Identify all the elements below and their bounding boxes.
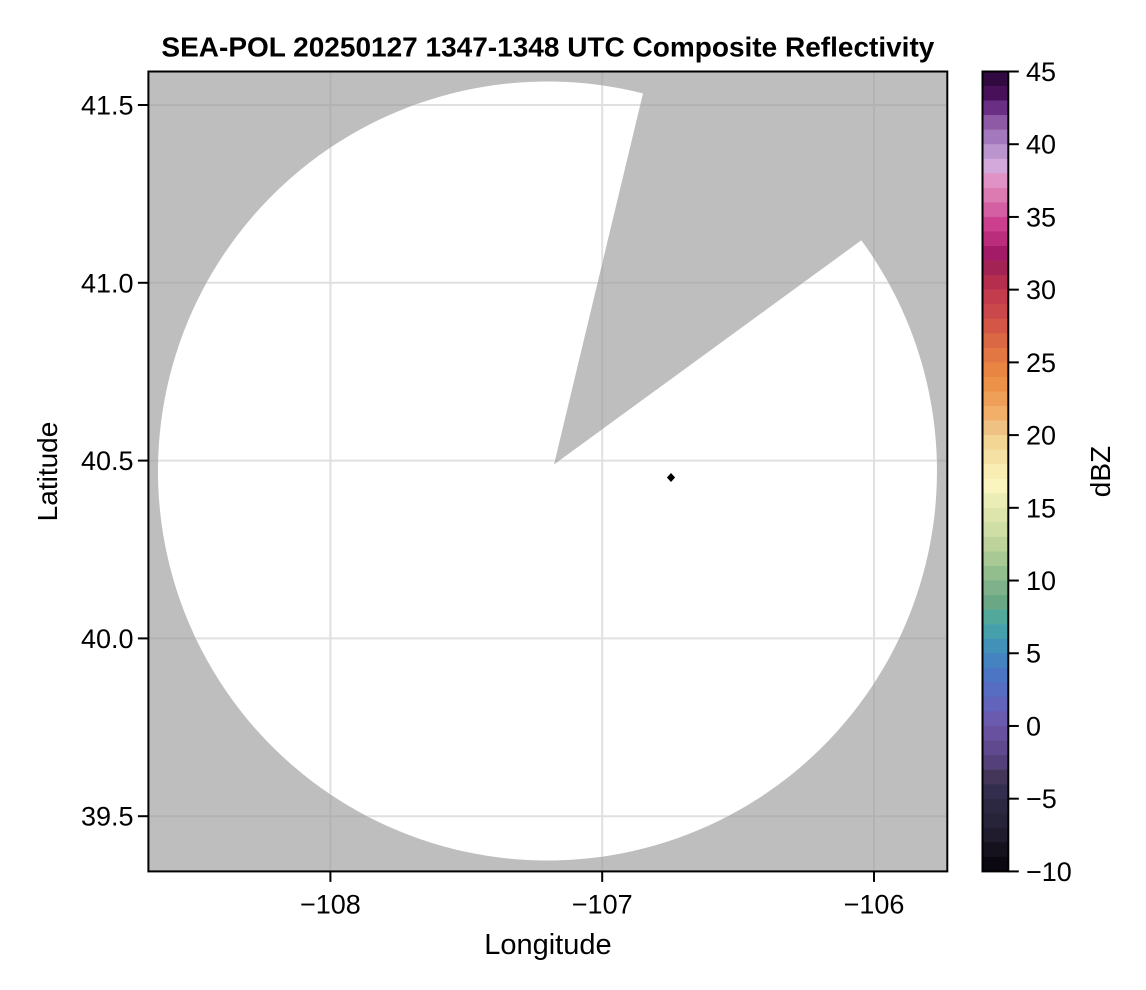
svg-text:Longitude: Longitude	[484, 929, 611, 961]
svg-text:25: 25	[1026, 348, 1056, 378]
svg-text:−106: −106	[844, 890, 905, 920]
svg-text:30: 30	[1026, 275, 1056, 305]
svg-text:35: 35	[1026, 202, 1056, 232]
svg-text:5: 5	[1026, 639, 1041, 669]
svg-text:0: 0	[1026, 711, 1041, 741]
svg-text:15: 15	[1026, 493, 1056, 523]
svg-text:−107: −107	[572, 890, 633, 920]
svg-text:20: 20	[1026, 421, 1056, 451]
svg-text:39.5: 39.5	[81, 802, 134, 832]
svg-text:SEA-POL 20250127 1347-1348 UTC: SEA-POL 20250127 1347-1348 UTC Composite…	[161, 32, 934, 63]
svg-text:−10: −10	[1026, 857, 1072, 887]
svg-text:40: 40	[1026, 130, 1056, 160]
svg-text:40.0: 40.0	[81, 624, 134, 654]
svg-text:10: 10	[1026, 566, 1056, 596]
svg-text:40.5: 40.5	[81, 446, 134, 476]
svg-text:45: 45	[1026, 57, 1056, 87]
svg-text:−5: −5	[1026, 784, 1057, 814]
svg-text:41.5: 41.5	[81, 91, 134, 121]
svg-text:41.0: 41.0	[81, 268, 134, 298]
svg-text:Latitude: Latitude	[32, 422, 63, 522]
svg-text:−108: −108	[300, 890, 361, 920]
svg-text:dBZ: dBZ	[1085, 446, 1116, 497]
